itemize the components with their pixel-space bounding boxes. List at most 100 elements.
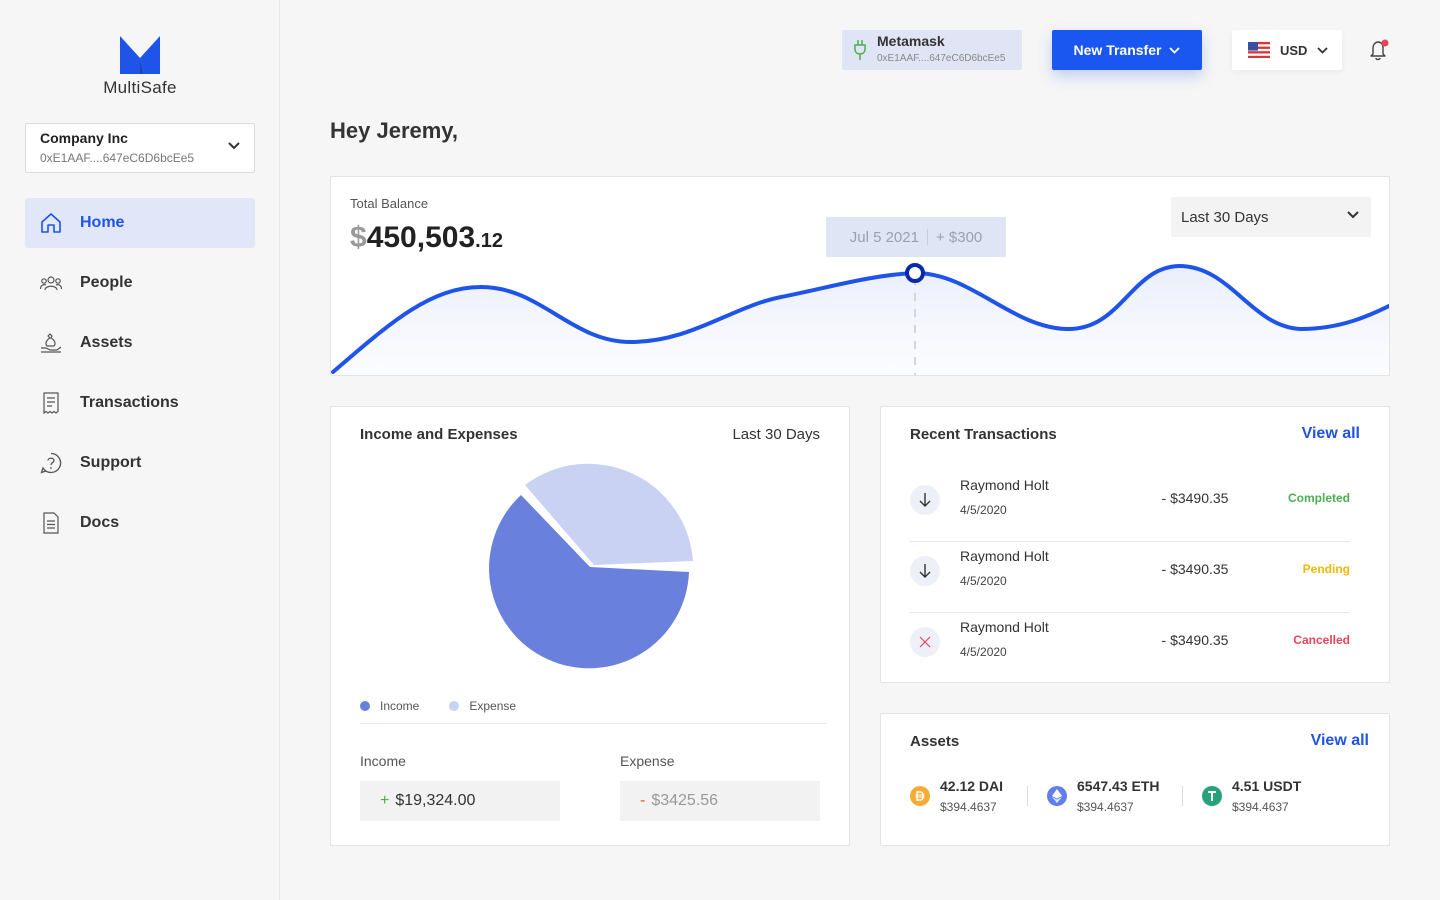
table-row[interactable]: Raymond Holt 4/5/2020 - $3490.35 Complet… <box>910 471 1350 542</box>
pie-slice-income[interactable] <box>489 495 689 669</box>
transaction-amount: - $3490.35 <box>1161 490 1229 506</box>
sidebar-item-label: Transactions <box>80 394 179 411</box>
help-icon <box>39 451 63 475</box>
arrow-down-icon <box>910 485 940 515</box>
divider <box>1027 786 1028 806</box>
wallet-name: Metamask <box>877 33 945 49</box>
receipt-icon <box>39 391 63 415</box>
assets-view-all-link[interactable]: View all <box>1310 732 1369 749</box>
pie-slice-expense[interactable] <box>525 463 693 565</box>
income-label: Income <box>360 753 406 769</box>
legend-item-expense: Expense <box>449 699 516 713</box>
range-label: Last 30 Days <box>1181 208 1269 226</box>
tooltip-date: Jul 5 2021 <box>849 228 919 246</box>
home-icon <box>39 211 63 235</box>
dai-icon <box>910 786 930 806</box>
sidebar-item-people[interactable]: People <box>25 258 255 308</box>
sidebar: MultiSafe Company Inc 0xE1AAF....647eC6D… <box>0 0 280 900</box>
chevron-down-icon <box>228 142 240 150</box>
usdt-icon <box>1202 786 1222 806</box>
recent-transactions-card: Recent Transactions View all Raymond Hol… <box>880 406 1390 683</box>
balance-cents: .12 <box>475 230 503 252</box>
chevron-down-icon <box>1169 46 1181 54</box>
asset-usd-value: $394.4637 <box>940 800 997 814</box>
sidebar-item-home[interactable]: Home <box>25 198 255 248</box>
tooltip-divider <box>926 229 928 245</box>
logo[interactable]: MultiSafe <box>0 34 280 98</box>
notifications-button[interactable] <box>1368 38 1390 67</box>
arrow-down-icon <box>910 556 940 586</box>
new-transfer-button[interactable]: New Transfer <box>1052 30 1202 70</box>
status-badge: Cancelled <box>1293 633 1350 647</box>
plug-icon <box>854 40 866 60</box>
sidebar-nav: Home People Assets Transactions Support <box>25 198 255 558</box>
document-icon <box>39 511 63 535</box>
wallet-address: 0xE1AAF....647eC6D6bcEe5 <box>877 53 1006 64</box>
income-sign: + <box>380 792 390 809</box>
sidebar-item-label: People <box>80 274 133 291</box>
pie-legend: Income Expense <box>360 699 516 713</box>
legend-dot-expense <box>449 701 460 711</box>
status-badge: Pending <box>1302 562 1350 576</box>
transaction-amount: - $3490.35 <box>1161 632 1229 648</box>
income-expense-pie-chart[interactable] <box>481 455 701 675</box>
balance-area <box>333 266 1389 375</box>
total-balance-card: Total Balance $450,503.12 Jul 5 2021 + $… <box>330 176 1390 376</box>
transaction-date: 4/5/2020 <box>960 503 1007 517</box>
organization-select[interactable]: Company Inc 0xE1AAF....647eC6D6bcEe5 <box>25 123 255 173</box>
assets-title: Assets <box>910 733 960 750</box>
asset-usd-value: $394.4637 <box>1077 800 1134 814</box>
total-balance-label: Total Balance <box>350 196 429 211</box>
transaction-amount: - $3490.35 <box>1161 561 1229 577</box>
expense-value: $3425.56 <box>651 792 719 809</box>
sidebar-item-assets[interactable]: Assets <box>25 318 255 368</box>
divider <box>360 723 826 724</box>
balance-line-chart[interactable] <box>331 177 1390 376</box>
sidebar-item-label: Home <box>80 214 125 231</box>
divider <box>1182 786 1183 806</box>
sidebar-item-label: Assets <box>80 334 133 351</box>
table-row[interactable]: Raymond Holt 4/5/2020 - $3490.35 Pending <box>910 542 1350 613</box>
transaction-name: Raymond Holt <box>960 619 1049 635</box>
asset-amount: 4.51 USDT <box>1232 778 1302 794</box>
income-expenses-card: Income and Expenses Last 30 Days Income … <box>330 406 850 846</box>
legend-label: Expense <box>469 699 517 713</box>
sidebar-item-label: Support <box>80 454 142 471</box>
income-expenses-title: Income and Expenses <box>360 426 518 443</box>
chevron-down-icon <box>1317 46 1329 54</box>
sidebar-item-label: Docs <box>80 514 120 531</box>
currency-code: USD <box>1280 42 1308 58</box>
assets-card: Assets View all 42.12 DAI $394.4637 6547… <box>880 713 1390 846</box>
table-row[interactable]: Raymond Holt 4/5/2020 - $3490.35 Cancell… <box>910 613 1350 684</box>
chevron-down-icon <box>1347 211 1359 219</box>
hover-point[interactable] <box>905 263 925 283</box>
tooltip-change: + $300 <box>935 228 983 246</box>
recent-transactions-title: Recent Transactions <box>910 426 1057 443</box>
income-value-box: + $19,324.00 <box>360 781 560 821</box>
total-balance-amount: $450,503.12 <box>350 221 503 255</box>
asset-usd-value: $394.4637 <box>1232 800 1289 814</box>
wallet-connection[interactable]: Metamask 0xE1AAF....647eC6D6bcEe5 <box>842 30 1022 70</box>
balance-range-select[interactable]: Last 30 Days <box>1171 197 1371 237</box>
sidebar-item-docs[interactable]: Docs <box>25 498 255 548</box>
income-value: $19,324.00 <box>395 792 476 809</box>
sidebar-item-transactions[interactable]: Transactions <box>25 378 255 428</box>
bell-icon <box>1370 39 1389 61</box>
organization-address: 0xE1AAF....647eC6D6bcEe5 <box>40 151 195 165</box>
currency-select[interactable]: USD <box>1232 30 1342 70</box>
expense-value-box: - $3425.56 <box>620 781 820 821</box>
sidebar-item-support[interactable]: Support <box>25 438 255 488</box>
transactions-view-all-link[interactable]: View all <box>1301 425 1360 442</box>
assets-icon <box>39 331 63 355</box>
us-flag-icon <box>1248 42 1270 58</box>
eth-icon <box>1047 786 1067 806</box>
people-icon <box>39 271 63 295</box>
multisafe-logo-icon <box>120 36 160 74</box>
expense-label: Expense <box>620 753 675 769</box>
legend-item-income: Income <box>360 699 419 713</box>
legend-dot-income <box>360 701 370 711</box>
legend-label: Income <box>380 699 420 713</box>
transaction-name: Raymond Holt <box>960 548 1049 564</box>
balance-whole: 450,503 <box>366 221 476 254</box>
status-badge: Completed <box>1287 491 1350 505</box>
